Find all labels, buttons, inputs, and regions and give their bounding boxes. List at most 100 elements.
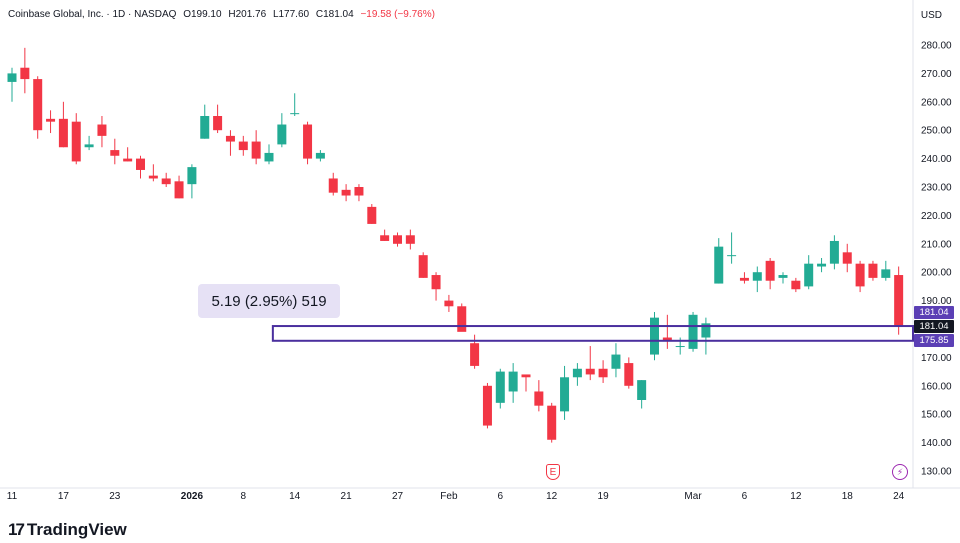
x-tick-label: Mar: [684, 491, 702, 502]
candle-body: [650, 317, 659, 355]
x-tick-label: Feb: [440, 491, 458, 502]
candle-body: [611, 354, 621, 369]
zone-top-price: 181.04: [919, 307, 949, 318]
candle-body: [560, 377, 570, 412]
x-tick-label: 14: [289, 491, 301, 502]
x-tick-label: 12: [546, 491, 558, 502]
candle-body: [521, 374, 531, 378]
candle-body: [264, 152, 274, 162]
candle-body: [495, 371, 505, 403]
candle-body: [33, 79, 43, 131]
candle-body: [508, 371, 518, 392]
candle-body: [46, 118, 56, 122]
symbol-legend: Coinbase Global, Inc. · 1D · NASDAQ O199…: [8, 9, 439, 20]
high-value: H201.76: [228, 9, 267, 20]
x-tick-label: 6: [742, 491, 748, 502]
zone-rectangle: [271, 325, 915, 342]
candle-body: [817, 263, 827, 267]
y-tick-label: 240.00: [921, 154, 952, 165]
candle-body: [457, 306, 467, 332]
x-tick-label: 11: [7, 491, 18, 502]
candle-body: [431, 275, 441, 290]
candle-body: [868, 263, 878, 278]
y-tick-label: 150.00: [921, 410, 952, 421]
candle-body: [251, 141, 261, 159]
candles: [7, 47, 904, 443]
y-tick-label: 280.00: [921, 41, 952, 52]
candle-body: [58, 118, 68, 148]
y-tick-label: 140.00: [921, 438, 952, 449]
candle-body: [791, 280, 801, 290]
y-tick-label: 160.00: [921, 381, 952, 392]
candle-body: [405, 235, 415, 244]
time-axis[interactable]: 11 17 23 2026 8 14 21 27 Feb 6 12 19 Mar 6 12 18 24: [7, 491, 905, 502]
candle-body: [598, 368, 608, 378]
y-tick-label: 250.00: [921, 126, 952, 137]
tradingview-wordmark: TradingView: [26, 520, 127, 539]
price-zone[interactable]: [271, 325, 915, 342]
price-axis[interactable]: 130.00140.00150.00160.00170.00180.00190.…: [921, 41, 952, 478]
candle-body: [894, 275, 904, 327]
change-value: −19.58 (−9.76%): [360, 9, 435, 20]
candle-body: [7, 73, 17, 82]
candle-body: [534, 391, 544, 406]
candle-body: [315, 152, 325, 159]
dividend-marker-icon[interactable]: ⚡: [892, 464, 908, 480]
candle-body: [341, 189, 351, 196]
candle-body: [585, 368, 595, 375]
candle-body: [727, 255, 737, 257]
candle-body: [110, 150, 120, 156]
candle-body: [97, 124, 107, 136]
x-tick-label: 2026: [181, 491, 204, 502]
candle-body: [752, 272, 762, 281]
candle-body: [354, 187, 364, 196]
x-tick-label: 18: [842, 491, 854, 502]
candle-body: [778, 275, 788, 278]
candle-body: [418, 255, 428, 278]
y-tick-label: 210.00: [921, 239, 952, 250]
candle-body: [225, 135, 235, 142]
y-tick-label: 260.00: [921, 97, 952, 108]
tradingview-logo[interactable]: 17 TradingView: [8, 520, 127, 540]
candle-body: [71, 121, 81, 162]
dividend-marker-label: ⚡: [896, 466, 904, 477]
symbol-name: Coinbase Global, Inc. · 1D · NASDAQ: [8, 9, 177, 20]
candle-body: [624, 363, 634, 386]
candle-body: [675, 346, 685, 348]
x-tick-label: 27: [392, 491, 404, 502]
x-tick-label: 19: [598, 491, 610, 502]
x-tick-label: 8: [241, 491, 247, 502]
y-tick-label: 170.00: [921, 353, 952, 364]
candle-body: [662, 337, 672, 341]
candle-body: [572, 368, 582, 378]
candle-body: [238, 141, 248, 151]
candle-body: [714, 246, 724, 284]
currency-label[interactable]: USD: [920, 10, 942, 21]
low-value: L177.60: [272, 9, 310, 20]
current-price: 181.04: [919, 321, 949, 332]
candle-body: [881, 269, 891, 278]
candle-body: [290, 113, 300, 115]
candle-body: [277, 124, 287, 145]
measure-label: 5.19 (2.95%) 519: [211, 292, 327, 310]
y-tick-label: 220.00: [921, 211, 952, 222]
y-tick-label: 190.00: [921, 296, 952, 307]
candle-body: [136, 158, 145, 170]
zone-top-price-tag: 181.04: [914, 306, 954, 319]
open-value: O199.10: [183, 9, 222, 20]
close-value: C181.04: [315, 9, 354, 20]
earnings-marker-icon[interactable]: E: [546, 464, 560, 480]
candle-body: [637, 380, 647, 400]
x-tick-label: 21: [341, 491, 353, 502]
x-tick-label: 24: [893, 491, 905, 502]
y-tick-label: 200.00: [921, 268, 952, 279]
candle-body: [328, 178, 338, 193]
zone-bottom-price: 175.85: [919, 335, 949, 346]
candle-body: [804, 263, 814, 287]
candle-body: [393, 235, 402, 244]
y-tick-label: 230.00: [921, 183, 952, 194]
candle-body: [148, 175, 158, 179]
zone-bottom-price-tag: 175.85: [914, 334, 954, 347]
candle-body: [842, 252, 852, 264]
